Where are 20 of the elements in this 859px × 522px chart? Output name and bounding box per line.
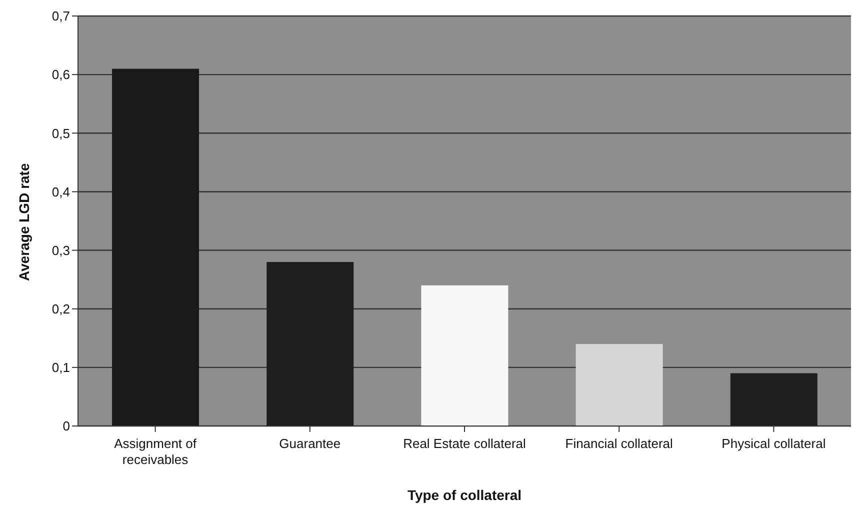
bar [730, 373, 818, 426]
y-tick-label: 0,1 [52, 360, 70, 376]
bar [112, 68, 200, 426]
x-tick-label: Financial collateral [565, 436, 674, 451]
y-tick-label: 0,3 [52, 242, 70, 258]
x-tick-label: Guarantee [279, 436, 341, 451]
bar [266, 262, 354, 426]
x-tick-label: Physical collateral [722, 436, 826, 451]
bar [421, 285, 508, 426]
y-tick-label: 0,6 [52, 67, 70, 82]
x-tick-label: Assignment of receivables [114, 436, 197, 467]
y-tick-label: 0,5 [52, 126, 70, 141]
x-tick-label: Real Estate collateral [403, 436, 526, 451]
y-axis-title: Average LGD rate [16, 163, 32, 281]
y-tick-label: 0 [62, 418, 70, 434]
bar [576, 344, 663, 426]
y-tick-label: 0,2 [52, 301, 70, 316]
x-axis-title: Type of collateral [407, 487, 522, 503]
y-tick-label: 0,4 [52, 184, 70, 200]
y-tick-label: 0,7 [52, 8, 70, 24]
